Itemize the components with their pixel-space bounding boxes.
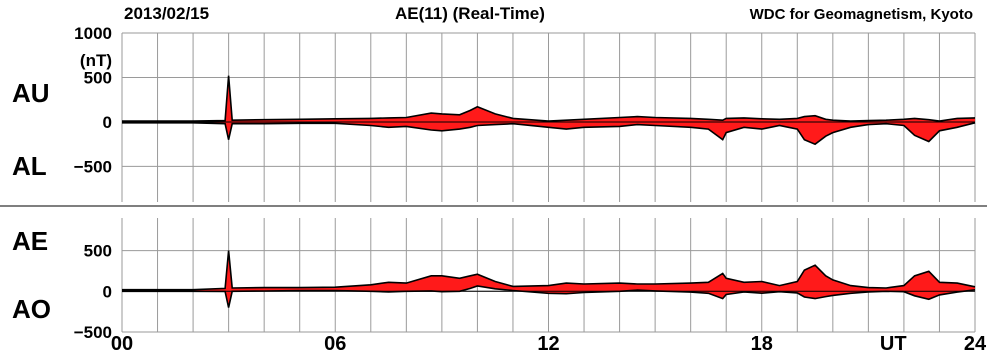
x-axis-unit-label: UT xyxy=(880,333,907,354)
x-tick-label: 24 xyxy=(964,333,987,354)
x-tick-label: 00 xyxy=(111,333,133,354)
series-label-ao: AO xyxy=(12,294,51,324)
y-tick-label: 0 xyxy=(103,113,112,132)
data-area-band xyxy=(122,250,975,308)
series-label-ae: AE xyxy=(12,226,48,256)
series-label-al: AL xyxy=(12,151,47,181)
x-tick-label: 18 xyxy=(751,333,773,354)
upper-panel: 1000 500 0 −500 (nT) AU AL xyxy=(12,24,976,202)
y-tick-label: −500 xyxy=(74,323,112,342)
series-line-au xyxy=(122,75,976,122)
series-line-al xyxy=(122,122,976,146)
y-axis-unit-label: (nT) xyxy=(80,51,112,70)
y-tick-label: −500 xyxy=(74,157,112,176)
x-axis: 00 06 12 18 24 UT xyxy=(0,205,987,354)
lower-panel: 500 0 −500 AE AO xyxy=(12,218,976,342)
y-tick-label: 0 xyxy=(103,282,112,301)
series-line-ae xyxy=(122,250,976,291)
x-tick-label: 12 xyxy=(537,333,559,354)
series-line-ao xyxy=(122,285,976,308)
y-tick-label: 500 xyxy=(84,242,112,261)
x-tick-label: 06 xyxy=(324,333,346,354)
chart-title: AE(11) (Real-Time) xyxy=(395,4,545,23)
source-label: WDC for Geomagnetism, Kyoto xyxy=(749,6,973,23)
series-label-au: AU xyxy=(12,78,50,108)
data-area-band xyxy=(122,75,975,145)
y-tick-label: 500 xyxy=(84,68,112,87)
y-tick-label: 1000 xyxy=(74,24,112,43)
date-label: 2013/02/15 xyxy=(124,4,210,23)
